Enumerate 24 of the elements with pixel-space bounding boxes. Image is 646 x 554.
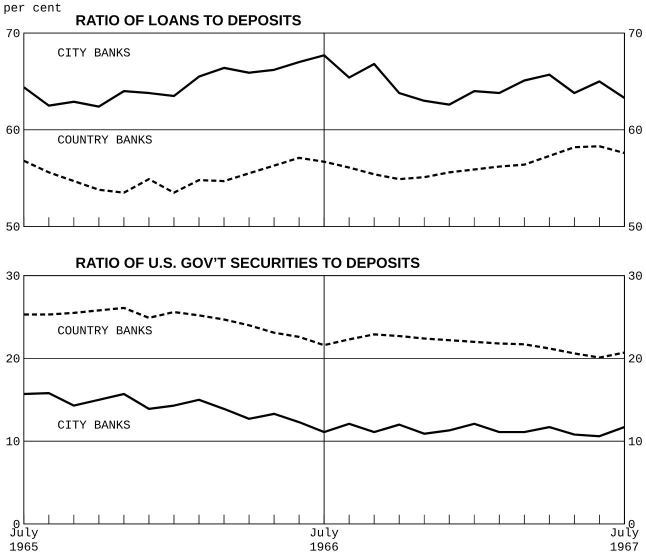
y-tick-label: 70 (6, 28, 20, 38)
y-axis-title: per cent (4, 3, 61, 14)
text: CITY BANKS (58, 48, 130, 57)
y2-tick-label: 50 (628, 222, 642, 231)
y-tick-label: 10 (6, 437, 20, 446)
chart-title: RATIO OF LOANS TO DEPOSITS (76, 15, 301, 26)
y2-tick-label: 30 (628, 271, 642, 280)
x-tick-label: July 1965 (10, 528, 38, 551)
series-label: CITY BANKS (58, 420, 130, 429)
y2-tick-label: 10 (628, 437, 642, 446)
series-label: COUNTRY BANKS (58, 326, 152, 334)
y-tick-label: 0 (14, 520, 20, 528)
chart-title: RATIO OF U.S. GOV’T SECURITIES TO DEPOSITS (76, 258, 420, 268)
y-tick-label: 20 (6, 354, 20, 362)
y2-tick-label: 60 (628, 126, 642, 134)
y2-tick-label: 20 (628, 354, 642, 362)
y-tick-label: 30 (6, 271, 20, 280)
y-tick-label: 60 (6, 126, 20, 134)
y2-tick-label: 0 (628, 520, 635, 528)
x-tick-label: July 1967 (610, 528, 639, 551)
y-tick-label: 50 (6, 222, 20, 231)
y2-tick-label: 70 (628, 28, 642, 38)
x-tick-label: July 1966 (310, 528, 338, 551)
text: COUNTRY BANKS (58, 135, 152, 144)
